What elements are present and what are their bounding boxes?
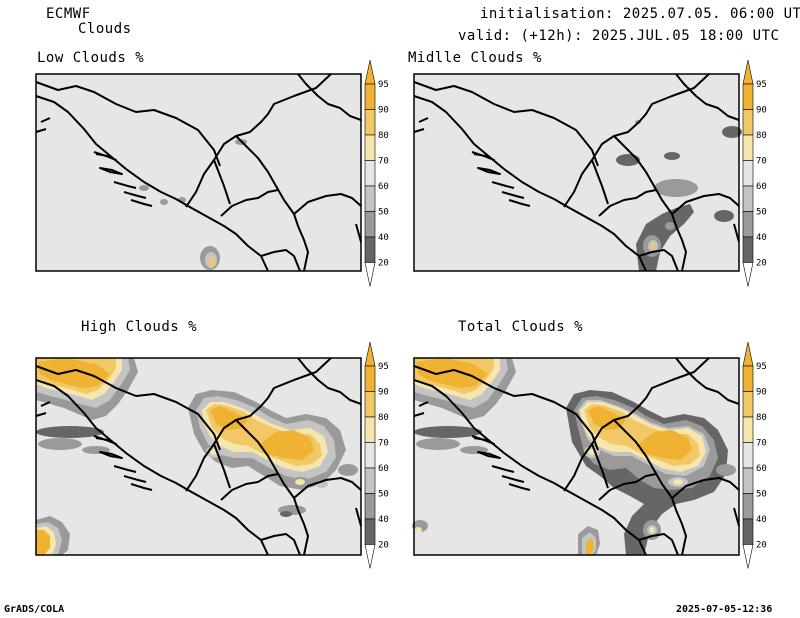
init-time: initialisation: 2025.07.05. 06:00 UTC [480,6,800,22]
map-background [36,74,361,271]
map-panel-total [412,357,740,556]
colorbar-segment [364,467,376,494]
colorbar-segment [742,391,754,418]
map-frame [35,73,362,272]
colorbar-label: 50 [756,208,767,218]
colorbar-segment [742,211,754,238]
model-label: ECMWF [46,6,91,22]
colorbar-label: 60 [756,464,767,474]
colorbar-segment [364,134,376,161]
colorbar-label: 95 [378,362,389,372]
valid-time: valid: (+12h): 2025.JUL.05 18:00 UTC [458,28,780,44]
colorbar-segment [742,442,754,469]
colorbar-label: 40 [756,233,767,243]
colorbar-segment [742,83,754,110]
colorbar-segment [742,109,754,136]
map-panel-high [35,357,362,556]
colorbar-segment [364,236,376,263]
colorbar-top-arrow [742,341,754,367]
colorbar-label: 60 [756,182,767,192]
colorbar-segment [742,493,754,520]
colorbar-top-arrow [364,59,376,85]
colorbar-label: 20 [756,259,767,269]
colorbar-label: 70 [756,157,767,167]
colorbar-label: 40 [756,515,767,525]
colorbar-label: 90 [756,388,767,398]
product-label: Clouds [78,21,132,37]
colorbar-label: 95 [756,362,767,372]
colorbar: 95 90 80 70 60 50 40 20 [742,59,767,287]
colorbar-segment [742,134,754,161]
colorbar-label: 50 [378,208,389,218]
footer-software: GrADS/COLA [4,604,65,615]
colorbar-top-arrow [742,59,754,85]
colorbar-segment [364,185,376,212]
panel-title-high: High Clouds % [81,319,198,335]
colorbar-label: 80 [756,131,767,141]
colorbar-segment [742,185,754,212]
colorbar-segment [364,442,376,469]
colorbar-segment [364,493,376,520]
colorbar-label: 40 [378,233,389,243]
colorbar-segment [742,416,754,443]
map-panel-low [35,73,362,272]
colorbar-label: 90 [378,106,389,116]
colorbar-label: 60 [378,464,389,474]
cloud-field-low [139,139,247,270]
colorbar-segment [364,211,376,238]
colorbar-bottom-arrow [364,544,376,569]
colorbar: 95 90 80 70 60 50 40 20 [364,59,389,287]
panel-title-middle: Midlle Clouds % [408,50,542,66]
colorbar-bottom-arrow [742,544,754,569]
colorbar-bottom-arrow [364,262,376,287]
colorbar-label: 95 [756,80,767,90]
colorbar-label: 80 [378,131,389,141]
colorbar-label: 90 [378,388,389,398]
colorbar-segment [364,109,376,136]
colorbar-bottom-arrow [742,262,754,287]
colorbar: 95 90 80 70 60 50 40 20 [364,341,389,569]
colorbar-segment [364,83,376,110]
colorbar-label: 20 [378,259,389,269]
colorbar-label: 80 [378,413,389,423]
panel-title-low: Low Clouds % [37,50,145,66]
colorbar-label: 70 [378,157,389,167]
colorbar-segment [742,160,754,187]
colorbar-label: 20 [378,541,389,551]
colorbar: 95 90 80 70 60 50 40 20 [742,341,767,569]
colorbar-segment [364,518,376,545]
cloud-field-total [412,358,736,555]
colorbar-top-arrow [364,341,376,367]
colorbar-segment [742,365,754,392]
colorbar-label: 40 [378,515,389,525]
map-panel-middle [413,73,742,272]
colorbars: 95 90 80 70 60 50 40 20 95 90 80 70 60 50 40 20 95 90 80 70… [364,59,767,569]
colorbar-label: 95 [378,80,389,90]
colorbar-segment [364,391,376,418]
colorbar-segment [742,467,754,494]
footer-timestamp: 2025-07-05-12:36 [676,604,773,615]
colorbar-segment [364,365,376,392]
colorbar-segment [364,416,376,443]
colorbar-label: 20 [756,541,767,551]
panel-title-total: Total Clouds % [458,319,584,335]
colorbar-label: 50 [756,490,767,500]
colorbar-label: 70 [756,439,767,449]
colorbar-label: 80 [756,413,767,423]
colorbar-label: 50 [378,490,389,500]
colorbar-segment [742,518,754,545]
colorbar-label: 90 [756,106,767,116]
colorbar-label: 70 [378,439,389,449]
colorbar-label: 60 [378,182,389,192]
cloud-field-high [36,358,358,555]
colorbar-segment [742,236,754,263]
colorbar-segment [364,160,376,187]
